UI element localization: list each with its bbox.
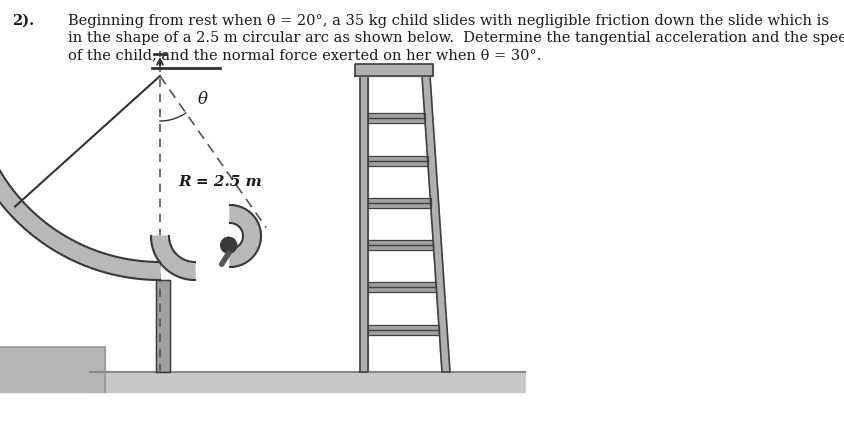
Polygon shape — [368, 325, 439, 335]
Text: Beginning from rest when θ = 20°, a 35 kg child slides with negligible friction : Beginning from rest when θ = 20°, a 35 k… — [68, 14, 828, 28]
Text: 2).: 2). — [12, 14, 34, 28]
Polygon shape — [360, 76, 368, 372]
Polygon shape — [151, 236, 195, 280]
Polygon shape — [0, 347, 105, 392]
Text: θ: θ — [197, 91, 208, 108]
Polygon shape — [421, 76, 450, 372]
Polygon shape — [90, 372, 524, 392]
Polygon shape — [354, 64, 432, 76]
Polygon shape — [368, 198, 430, 208]
Text: R = 2.5 m: R = 2.5 m — [178, 175, 262, 189]
Polygon shape — [368, 113, 425, 123]
Text: of the child, and the normal force exerted on her when θ = 30°.: of the child, and the normal force exert… — [68, 48, 541, 62]
Text: in the shape of a 2.5 m circular arc as shown below.  Determine the tangential a: in the shape of a 2.5 m circular arc as … — [68, 31, 844, 45]
Polygon shape — [368, 283, 436, 293]
Polygon shape — [156, 280, 170, 372]
Polygon shape — [230, 205, 261, 267]
Circle shape — [220, 237, 236, 253]
Polygon shape — [368, 240, 433, 250]
Polygon shape — [368, 155, 427, 166]
Polygon shape — [0, 140, 160, 280]
